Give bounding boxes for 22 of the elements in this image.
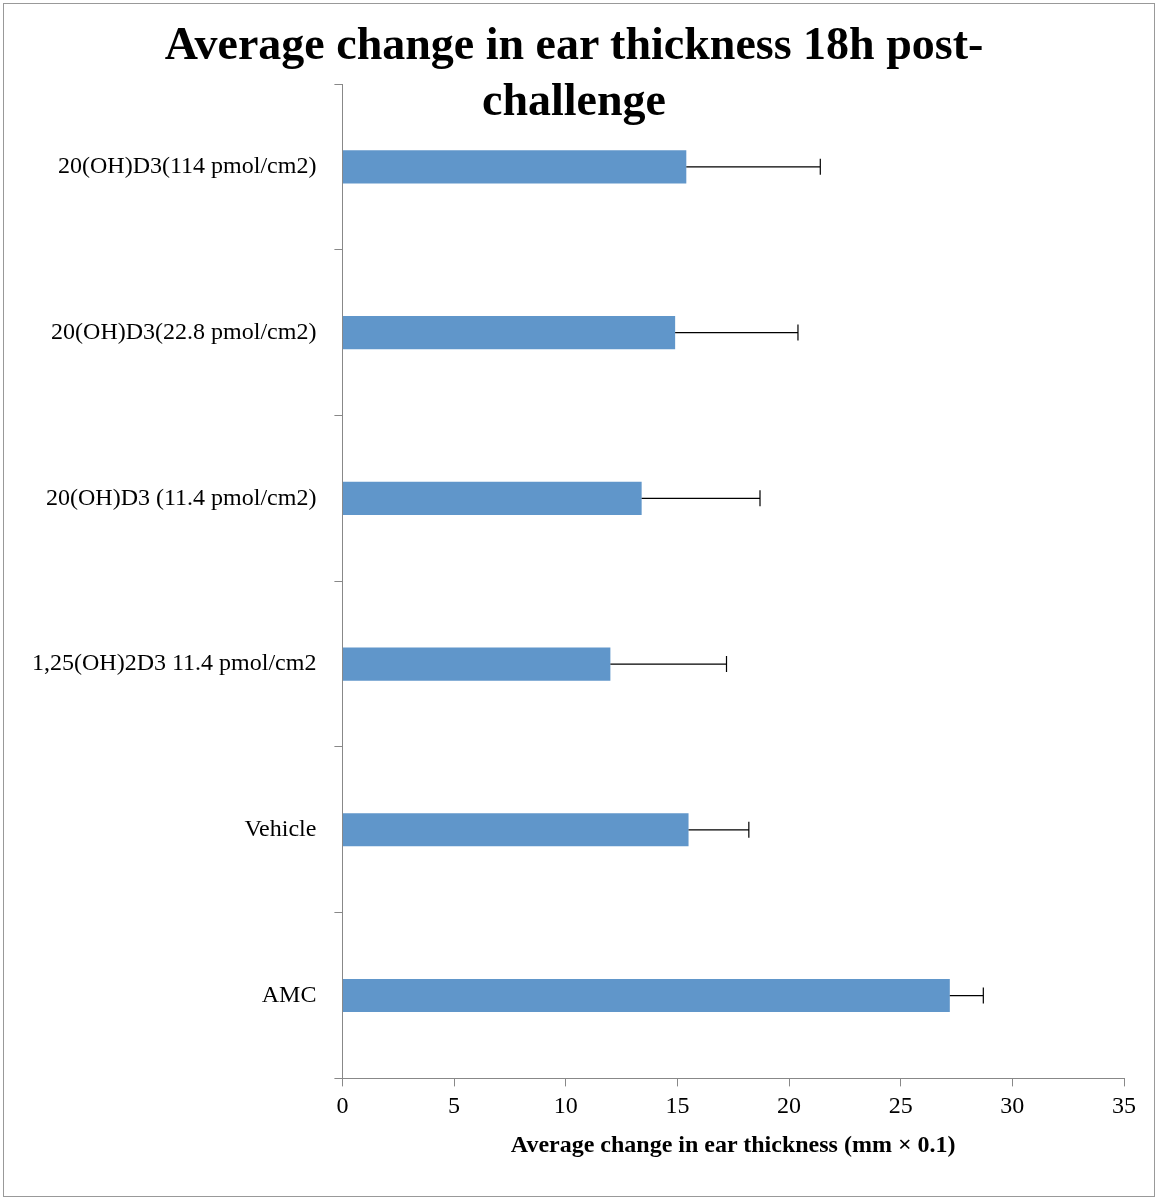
y-tick-label: 20(OH)D3 (11.4 pmol/cm2) bbox=[46, 483, 317, 510]
x-tick-label: 35 bbox=[1112, 1092, 1136, 1119]
y-tick-label: 20(OH)D3(22.8 pmol/cm2) bbox=[51, 317, 317, 344]
x-tick-label: 5 bbox=[448, 1092, 461, 1119]
x-axis-title: Average change in ear thickness (mm × 0.1) bbox=[510, 1130, 956, 1157]
x-tick-label: 25 bbox=[888, 1092, 913, 1119]
chart-title: Average change in ear thickness 18h post-challenge bbox=[163, 17, 985, 127]
bar bbox=[342, 813, 689, 847]
bar bbox=[342, 316, 676, 350]
x-tick-label: 15 bbox=[665, 1092, 690, 1119]
bar bbox=[342, 647, 611, 681]
y-tick-label: 1,25(OH)2D3 11.4 pmol/cm2 bbox=[31, 649, 317, 676]
x-tick-label: 20 bbox=[777, 1092, 802, 1119]
x-tick-label: 10 bbox=[553, 1092, 578, 1119]
y-tick-label: AMC bbox=[261, 980, 317, 1007]
x-tick-label: 30 bbox=[1000, 1092, 1025, 1119]
y-tick-label: 20(OH)D3(114 pmol/cm2) bbox=[58, 152, 317, 179]
bar bbox=[342, 978, 950, 1013]
bar bbox=[342, 150, 687, 184]
bar bbox=[342, 481, 642, 515]
x-tick-label: 0 bbox=[336, 1092, 349, 1119]
y-tick-label: Vehicle bbox=[244, 815, 317, 842]
